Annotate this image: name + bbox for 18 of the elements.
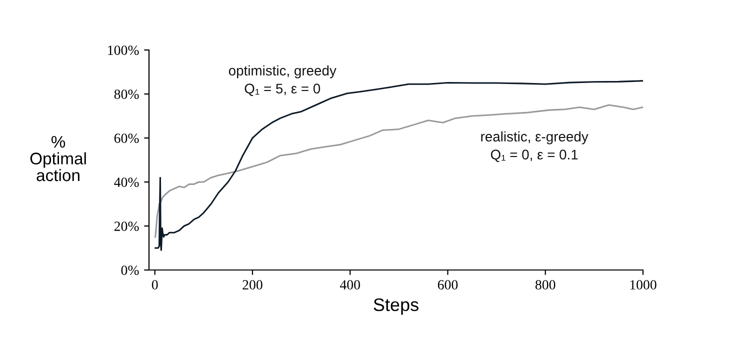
y-tick-label: 20% bbox=[114, 222, 139, 231]
y-tick-label: 100% bbox=[108, 46, 139, 55]
y-tick-label: 40% bbox=[114, 178, 139, 187]
series-label: realistic, ε-greedy Q₁ = 0, ε = 0.1 bbox=[481, 131, 588, 162]
x-tick-label: 1000 bbox=[630, 280, 656, 290]
x-tick-label: 800 bbox=[535, 280, 556, 290]
x-axis-title: Steps bbox=[374, 298, 418, 315]
x-tick-label: 0 bbox=[152, 280, 158, 290]
y-tick-label: 60% bbox=[114, 134, 139, 143]
line-series bbox=[154, 80, 643, 251]
line-series bbox=[154, 104, 643, 238]
x-tick-label: 400 bbox=[340, 280, 360, 290]
x-tick-label: 600 bbox=[438, 280, 458, 290]
y-tick-label: 80% bbox=[114, 90, 139, 99]
series-label: optimistic, greedy Q₁ = 5, ε = 0 bbox=[228, 65, 336, 96]
x-tick-label: 200 bbox=[242, 280, 262, 290]
y-axis-title: % Optimal action bbox=[30, 136, 86, 182]
y-tick-label: 0% bbox=[121, 266, 139, 275]
